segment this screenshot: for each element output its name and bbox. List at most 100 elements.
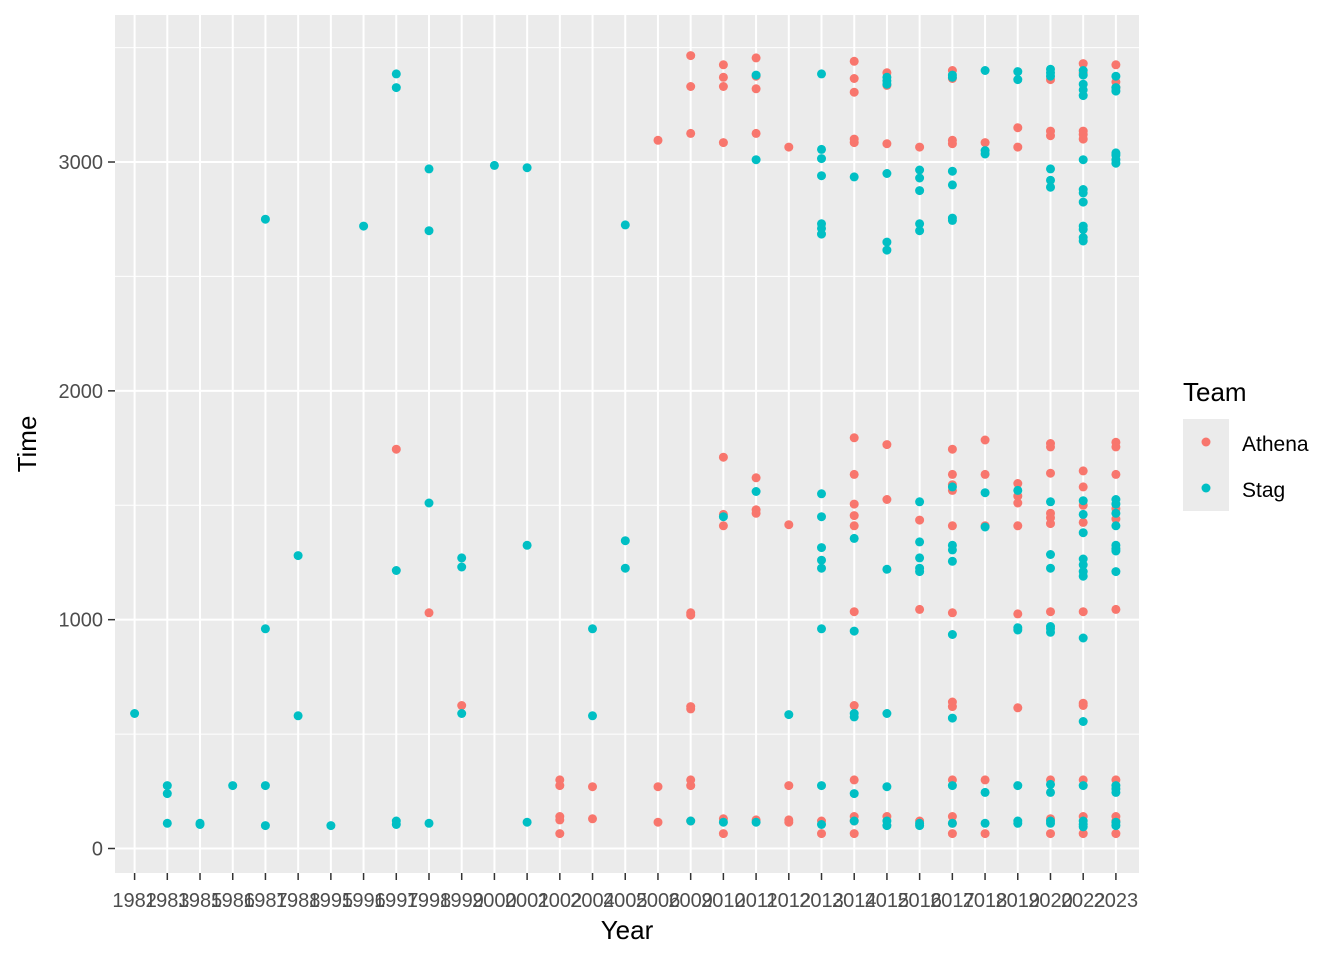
data-point-stag xyxy=(849,816,859,826)
data-point-stag xyxy=(1078,236,1088,246)
data-point-athena xyxy=(882,139,892,149)
data-point-stag xyxy=(1046,164,1055,174)
x-tick-label: 1997 xyxy=(374,890,419,912)
data-point-athena xyxy=(849,607,859,617)
data-point-athena xyxy=(1046,468,1055,478)
legend-dot-athena xyxy=(1201,437,1211,447)
data-point-stag xyxy=(980,149,990,159)
data-point-stag xyxy=(882,782,892,792)
legend-dot-stag xyxy=(1201,483,1211,493)
x-tick-label: 2002 xyxy=(538,890,583,912)
x-tick-label: 1987 xyxy=(243,890,288,912)
x-tick-label: 1999 xyxy=(439,890,484,912)
data-point-athena xyxy=(686,781,696,791)
data-point-stag xyxy=(1046,175,1055,185)
data-point-stag xyxy=(457,709,467,718)
data-point-athena xyxy=(849,511,859,521)
x-tick-label: 1998 xyxy=(407,890,452,912)
data-point-stag xyxy=(915,567,925,577)
data-point-stag xyxy=(947,215,957,225)
data-point-stag xyxy=(1111,158,1121,168)
data-point-athena xyxy=(1078,517,1088,527)
data-point-stag xyxy=(1078,822,1088,832)
data-point-athena xyxy=(653,782,663,792)
data-point-stag xyxy=(1013,75,1023,85)
data-point-stag xyxy=(1111,499,1121,509)
x-tick-label: 2013 xyxy=(799,890,844,912)
data-point-stag xyxy=(915,226,925,236)
data-point-stag xyxy=(751,817,761,827)
data-point-athena xyxy=(555,829,565,839)
data-point-stag xyxy=(686,816,696,826)
data-point-athena xyxy=(686,51,696,61)
data-point-stag xyxy=(817,543,826,553)
data-point-stag xyxy=(522,817,532,827)
data-point-stag xyxy=(882,237,892,247)
legend-label-stag: Stag xyxy=(1242,479,1285,502)
data-point-athena xyxy=(980,435,990,445)
data-point-stag xyxy=(1046,818,1055,828)
data-point-stag xyxy=(915,219,925,229)
data-point-athena xyxy=(980,469,990,479)
x-tick-label: 2016 xyxy=(897,890,942,912)
data-point-stag xyxy=(882,564,892,574)
y-tick-label: 0 xyxy=(92,839,103,861)
data-point-stag xyxy=(1078,717,1088,726)
data-point-stag xyxy=(1078,70,1088,80)
data-point-stag xyxy=(1111,546,1121,556)
data-point-stag xyxy=(260,214,270,224)
x-tick-label: 2011 xyxy=(735,890,778,912)
y-tick-label: 3000 xyxy=(59,152,104,174)
data-point-stag xyxy=(817,555,826,565)
data-point-stag xyxy=(718,512,728,522)
data-point-athena xyxy=(1013,498,1023,508)
data-point-stag xyxy=(457,562,467,572)
data-point-athena xyxy=(947,139,957,149)
data-point-stag xyxy=(718,817,728,827)
data-point-athena xyxy=(391,444,401,454)
data-point-stag xyxy=(980,522,990,532)
x-axis: 1982198319851986198719881995199619971998… xyxy=(112,873,1138,912)
data-point-athena xyxy=(751,53,761,63)
data-point-athena xyxy=(1111,442,1121,452)
major-gridlines xyxy=(115,15,1139,873)
data-point-stag xyxy=(915,821,925,831)
data-point-athena xyxy=(1013,142,1023,152)
data-point-athena xyxy=(555,781,565,791)
data-point-stag xyxy=(849,712,859,722)
data-point-stag xyxy=(359,221,369,231)
data-point-athena xyxy=(1013,123,1023,133)
data-point-stag xyxy=(784,710,794,720)
data-point-stag xyxy=(882,821,892,831)
data-point-stag xyxy=(817,229,826,239)
data-point-stag xyxy=(882,245,892,255)
data-point-stag xyxy=(1046,182,1055,192)
data-point-stag xyxy=(1078,509,1088,519)
data-point-athena xyxy=(849,138,859,148)
data-point-stag xyxy=(882,169,892,178)
data-point-stag xyxy=(849,533,859,543)
data-point-stag xyxy=(882,709,892,718)
data-point-athena xyxy=(947,444,957,454)
data-point-stag xyxy=(1046,550,1055,559)
x-tick-label: 2015 xyxy=(865,890,910,912)
data-point-athena xyxy=(784,817,794,827)
data-point-stag xyxy=(1078,91,1088,101)
data-point-stag xyxy=(588,711,597,721)
data-point-athena xyxy=(424,608,434,618)
data-point-stag xyxy=(947,713,957,723)
data-point-stag xyxy=(1013,818,1023,828)
data-point-stag xyxy=(1046,563,1055,573)
data-point-stag xyxy=(947,781,957,791)
data-point-stag xyxy=(817,512,826,522)
x-tick-label: 1983 xyxy=(145,890,190,912)
legend-label-athena: Athena xyxy=(1242,433,1309,456)
data-point-stag xyxy=(1111,787,1121,797)
x-tick-label: 1982 xyxy=(112,890,157,912)
data-point-athena xyxy=(555,815,565,825)
x-tick-label: 2009 xyxy=(668,890,713,912)
data-point-athena xyxy=(588,782,597,792)
data-point-athena xyxy=(1078,482,1088,492)
data-point-stag xyxy=(817,489,826,499)
data-point-athena xyxy=(718,82,728,91)
